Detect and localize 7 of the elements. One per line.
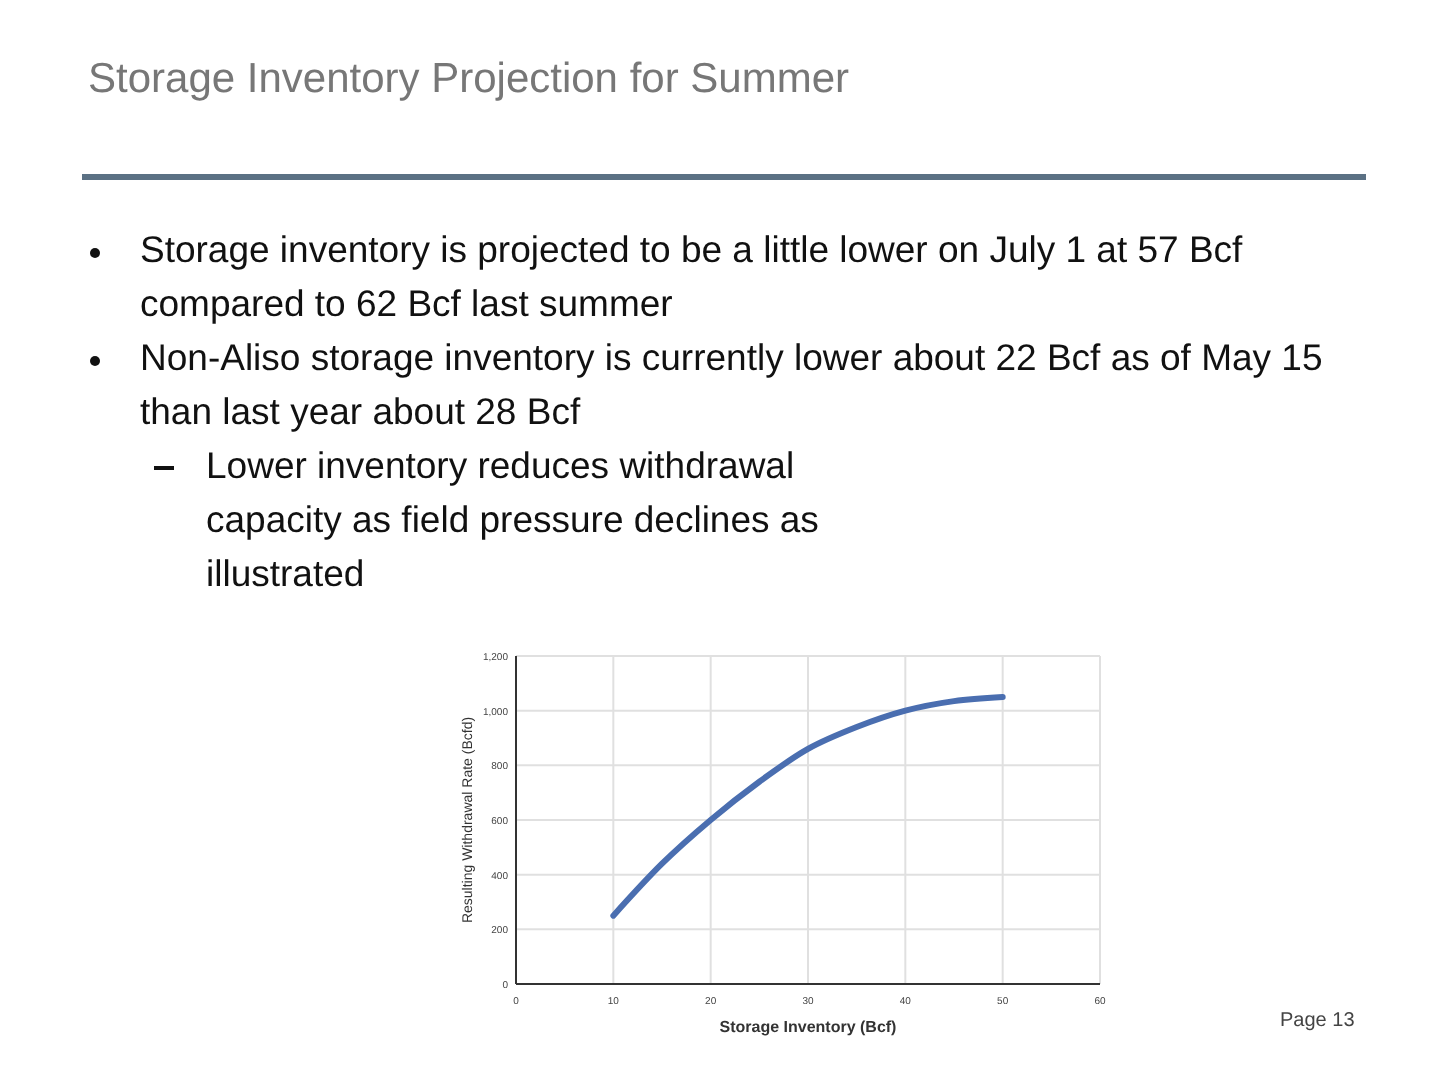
chart-title: Storage Inventory Projection for Summer [88,56,850,104]
text: Lower inventory reduces withdrawal capacity as field pressure declines as illustrated [206,442,821,598]
x-axis-title: Storage Inventory (Bcf) [719,1018,898,1036]
line-series [610,694,1006,919]
text: Storage inventory is projected to be a little lower on July 1 at 57 Bcf compared to 62 Bcf last summer [140,226,1245,328]
text: Page 13 [1280,1010,1355,1032]
text: Non-Aliso storage inventory is currently lower about 22 Bcf as of May 15 than last year about 28 Bcf [140,334,1325,436]
